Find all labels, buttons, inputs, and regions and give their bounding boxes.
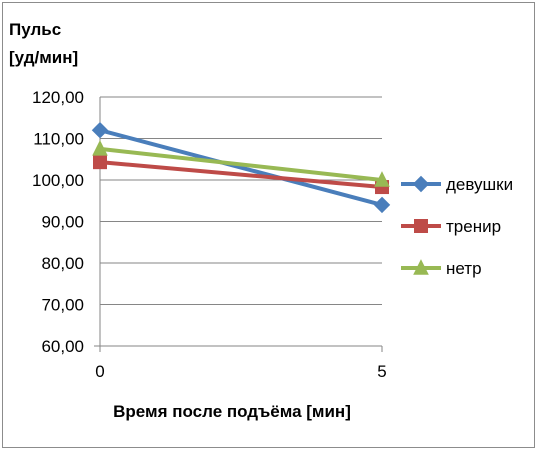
x-tick-label: 0 [95, 362, 104, 381]
legend: девушки тренир нетр [401, 175, 513, 278]
data-point-marker [92, 140, 108, 156]
y-tick-label: 80,00 [41, 254, 84, 273]
legend-label: нетр [446, 259, 482, 278]
y-tick-label: 70,00 [41, 296, 84, 315]
y-axis-label-line-2: [уд/мин] [9, 48, 78, 67]
data-point-marker [373, 196, 391, 214]
x-tick-label: 5 [377, 362, 386, 381]
y-axis-label-line-1: Пульс [9, 20, 61, 39]
gridlines [100, 96, 382, 305]
legend-marker [414, 219, 428, 233]
y-tick-label: 60,00 [41, 337, 84, 356]
series-line [98, 160, 384, 190]
y-tick-label: 110,00 [33, 130, 84, 149]
data-point-marker [93, 155, 107, 170]
x-axis-label: Время после подъёма [мин] [113, 402, 351, 421]
series [91, 121, 391, 214]
chart-frame [2, 2, 535, 448]
legend-marker [412, 175, 430, 193]
y-tick-label: 90,00 [41, 213, 84, 232]
y-tick-label: 100,00 [32, 171, 84, 190]
legend-label: тренир [446, 217, 501, 236]
axes: 60,00 70,00 80,00 90,00 100,00 110,00 120,00 0 5 [32, 88, 387, 381]
series-line [98, 128, 384, 207]
legend-label: девушки [446, 175, 513, 194]
y-tick-label: 120,00 [32, 88, 84, 107]
data-point-marker [374, 171, 390, 187]
series-line [98, 146, 384, 182]
data-point-marker [91, 121, 109, 139]
legend-marker [413, 259, 429, 275]
